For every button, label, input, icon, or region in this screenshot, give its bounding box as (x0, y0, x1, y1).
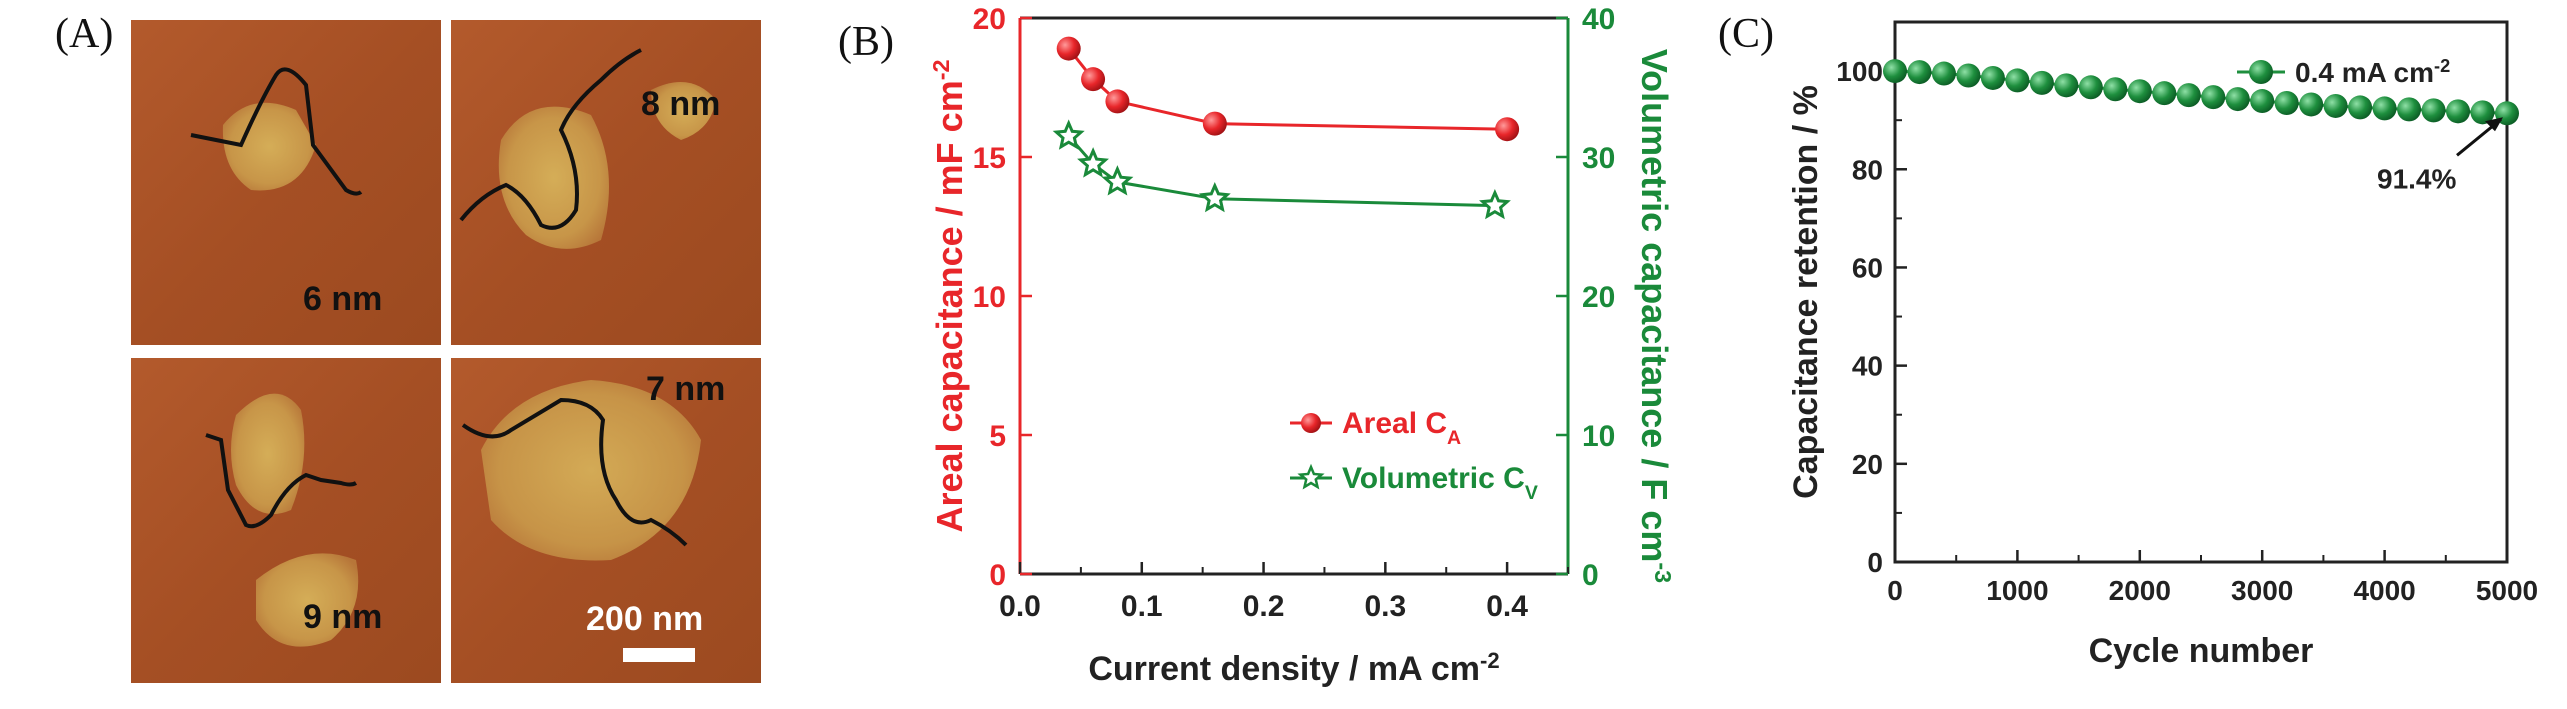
y-tick-label: 0 (1867, 547, 1883, 578)
afm-image-3: 9 nm (131, 358, 441, 683)
data-point-areal (1495, 117, 1520, 142)
x-tick-label: 5000 (2476, 575, 2538, 606)
afm-thickness-label: 8 nm (641, 85, 720, 123)
afm-image-2: 8 nm (451, 20, 761, 345)
chart-b: 0.0 0.1 0.2 0.3 0.4 0 5 10 15 20 0 10 20 30 40 Current … (928, 3, 1676, 689)
data-point-retention (2348, 95, 2373, 120)
annotation-arrowhead (2485, 117, 2503, 132)
data-point-retention (2421, 98, 2446, 123)
y-tick-label: 60 (1852, 252, 1883, 283)
data-point-retention (2054, 73, 2079, 98)
data-point-retention (2225, 87, 2250, 112)
data-point-retention (2176, 83, 2201, 108)
afm-thickness-label: 9 nm (303, 598, 382, 636)
afm-image-grid: 6 nm 8 nm 9 nm 7 nm 200 nm (131, 20, 761, 683)
y-tick-label: 20 (1852, 449, 1883, 480)
x-tick-label: 1000 (1986, 575, 2048, 606)
y-tick-label: 20 (973, 3, 1006, 36)
series-line-areal (1067, 47, 1508, 131)
y-axis-title: Areal capacitance / mF cm-2 (928, 59, 970, 532)
chart-c: 0 1000 2000 3000 4000 5000 0 20 40 60 80 100 Cycle n… (1787, 20, 2538, 670)
afm-thickness-label: 6 nm (303, 280, 382, 318)
data-point-retention (1956, 63, 1981, 88)
data-point-areal (1081, 67, 1106, 92)
data-point-retention (2152, 81, 2177, 106)
afm-image-4: 7 nm 200 nm (451, 358, 761, 683)
x-tick-label: 0 (1887, 575, 1903, 606)
y-tick-label: 80 (1852, 154, 1883, 185)
x-tick-label: 3000 (2231, 575, 2293, 606)
data-point-retention (2005, 68, 2030, 93)
y-tick-label: 10 (973, 281, 1006, 314)
data-point-areal (1105, 89, 1130, 114)
data-point-retention (2372, 96, 2397, 121)
legend-marker (2249, 60, 2273, 84)
data-point-retention (2397, 97, 2422, 122)
data-point-retention (2323, 93, 2348, 118)
data-point-retention (2274, 91, 2299, 115)
x-tick-label: 4000 (2353, 575, 2415, 606)
y2-tick-label: 10 (1582, 420, 1615, 453)
y-tick-label: 15 (973, 142, 1006, 175)
data-point-volumetric (1198, 181, 1231, 213)
legend-label-areal: Areal CA (1342, 407, 1461, 449)
data-point-retention (2446, 99, 2471, 124)
legend-label-volumetric: Volumetric CV (1342, 462, 1538, 504)
y2-tick-label: 30 (1582, 142, 1615, 175)
y-tick-label: 0 (989, 559, 1006, 592)
data-point-areal (1202, 111, 1227, 136)
annotation-label: 91.4% (2377, 163, 2456, 194)
scale-bar-label: 200 nm (586, 600, 703, 638)
y2-tick-label: 40 (1582, 3, 1615, 36)
y2-axis-title: Volumetric capacitance / F cm-3 (1634, 49, 1676, 583)
data-point-retention (2299, 92, 2324, 117)
x-tick-label: 0.2 (1243, 590, 1285, 623)
data-point-retention (2201, 85, 2226, 110)
afm-thickness-label: 7 nm (646, 370, 725, 408)
data-point-retention (1931, 61, 1956, 86)
x-tick-label: 2000 (2109, 575, 2171, 606)
data-point-retention (2029, 70, 2054, 95)
x-axis-title: Current density / mA cm-2 (1088, 648, 1499, 689)
data-point-volumetric (1101, 165, 1134, 196)
data-point-retention (1883, 59, 1907, 84)
data-point-retention (2250, 89, 2275, 114)
x-axis-title: Cycle number (2089, 632, 2314, 670)
data-point-retention (1907, 60, 1932, 85)
data-point-retention (2127, 79, 2152, 104)
x-tick-label: 0.0 (999, 590, 1041, 623)
series-line-volumetric (1067, 135, 1495, 208)
legend-marker-volumetric (1297, 463, 1325, 490)
data-point-volumetric (1077, 147, 1109, 178)
legend-label: 0.4 mA cm-2 (2295, 56, 2450, 88)
data-point-areal (1056, 36, 1081, 61)
y-tick-label: 100 (1836, 56, 1883, 87)
afm-image-1: 6 nm (131, 20, 441, 345)
panel-label-a: (A) (55, 11, 114, 57)
legend-marker-areal (1301, 413, 1321, 433)
panel-label-b: (B) (838, 19, 894, 65)
y2-tick-label: 20 (1582, 281, 1615, 314)
data-point-retention (2470, 100, 2495, 125)
y-axis-title: Capacitance retention / % (1787, 85, 1825, 499)
x-tick-label: 0.4 (1486, 590, 1528, 623)
y2-tick-label: 0 (1582, 559, 1599, 592)
x-tick-label: 0.3 (1364, 590, 1406, 623)
data-point-volumetric (1479, 188, 1511, 220)
data-point-retention (2103, 77, 2128, 102)
y-tick-label: 5 (989, 420, 1006, 453)
scale-bar (623, 648, 695, 662)
data-point-retention (2078, 75, 2103, 100)
y-tick-label: 40 (1852, 351, 1883, 382)
x-tick-label: 0.1 (1121, 590, 1163, 623)
panel-label-c: (C) (1718, 11, 1774, 57)
data-point-volumetric (1052, 119, 1085, 150)
data-point-retention (1980, 65, 2005, 90)
